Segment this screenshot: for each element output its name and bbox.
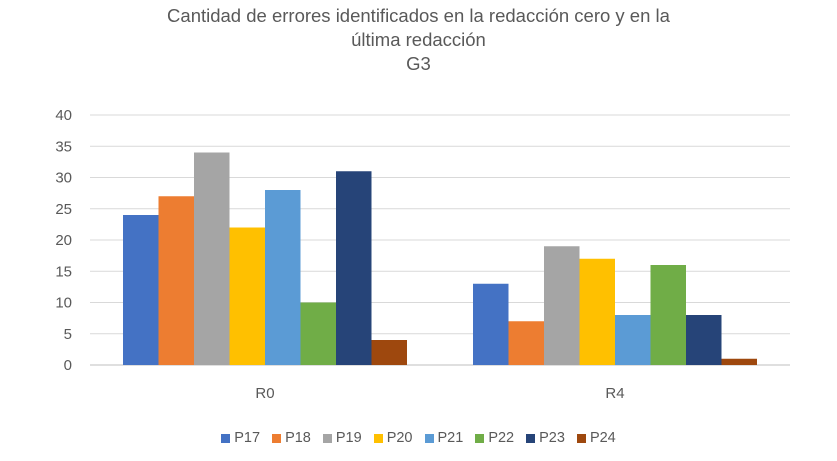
- bar-p19-r4: [544, 246, 580, 365]
- legend-item-p22: P22: [475, 430, 514, 446]
- bar-p17-r4: [473, 283, 509, 365]
- legend-label: P24: [589, 430, 616, 446]
- y-tick-label: 30: [55, 170, 72, 187]
- bar-p18-r0: [158, 196, 194, 365]
- chart-legend: P17 P18 P19 P20 P21 P22 P23 P24: [0, 426, 837, 450]
- bar-p20-r0: [229, 227, 265, 365]
- bar-p17-r0: [123, 215, 159, 365]
- legend-item-p23: P23: [526, 430, 565, 446]
- legend-swatch: [272, 433, 282, 443]
- bar-p24-r4: [721, 358, 757, 365]
- bar-p23-r0: [336, 171, 372, 365]
- bar-p19-r0: [194, 152, 230, 365]
- legend-swatch: [576, 433, 586, 443]
- legend-label: P18: [285, 430, 311, 446]
- y-tick-label: 10: [55, 295, 72, 312]
- legend-swatch: [221, 433, 231, 443]
- x-category-label: R4: [605, 385, 624, 402]
- y-tick-label: 40: [55, 107, 72, 124]
- bar-p21-r0: [265, 190, 301, 365]
- y-tick-label: 20: [55, 232, 72, 249]
- bar-p18-r4: [508, 321, 544, 365]
- legend-label: P17: [234, 430, 261, 446]
- legend-swatch: [424, 433, 434, 443]
- legend-label: P21: [437, 430, 464, 446]
- bar-p21-r4: [615, 315, 651, 365]
- chart-title-line-1: Cantidad de errores identificados en la …: [167, 5, 670, 26]
- legend-swatch: [526, 433, 536, 443]
- legend-swatch: [475, 433, 485, 443]
- bar-p20-r4: [579, 258, 615, 365]
- x-category-label: R0: [255, 385, 274, 402]
- y-tick-label: 15: [55, 263, 72, 280]
- bar-p22-r0: [300, 302, 336, 365]
- legend-label: P22: [488, 430, 515, 446]
- legend-swatch: [322, 433, 332, 443]
- legend-label: P23: [539, 430, 565, 446]
- y-tick-label: 35: [55, 138, 72, 155]
- y-tick-label: 0: [64, 357, 72, 374]
- bar-p24-r0: [371, 340, 407, 365]
- legend-item-p18: P18: [272, 430, 311, 446]
- legend-item-p20: P20: [373, 430, 413, 446]
- legend-swatch: [373, 433, 383, 443]
- y-tick-label: 25: [55, 201, 72, 218]
- chart-title-line-3: G3: [406, 53, 431, 74]
- legend-item-p21: P21: [424, 430, 464, 446]
- bar-p23-r4: [686, 315, 722, 365]
- legend-label: P20: [386, 430, 413, 446]
- chart-title: Cantidad de errores identificados en la …: [0, 4, 837, 76]
- legend-item-p19: P19: [322, 430, 362, 446]
- y-tick-label: 5: [64, 326, 72, 343]
- legend-item-p24: P24: [576, 430, 616, 446]
- chart-title-line-2: última redacción: [351, 29, 486, 50]
- legend-label: P19: [335, 430, 362, 446]
- legend-item-p17: P17: [221, 430, 260, 446]
- bar-p22-r4: [650, 265, 686, 365]
